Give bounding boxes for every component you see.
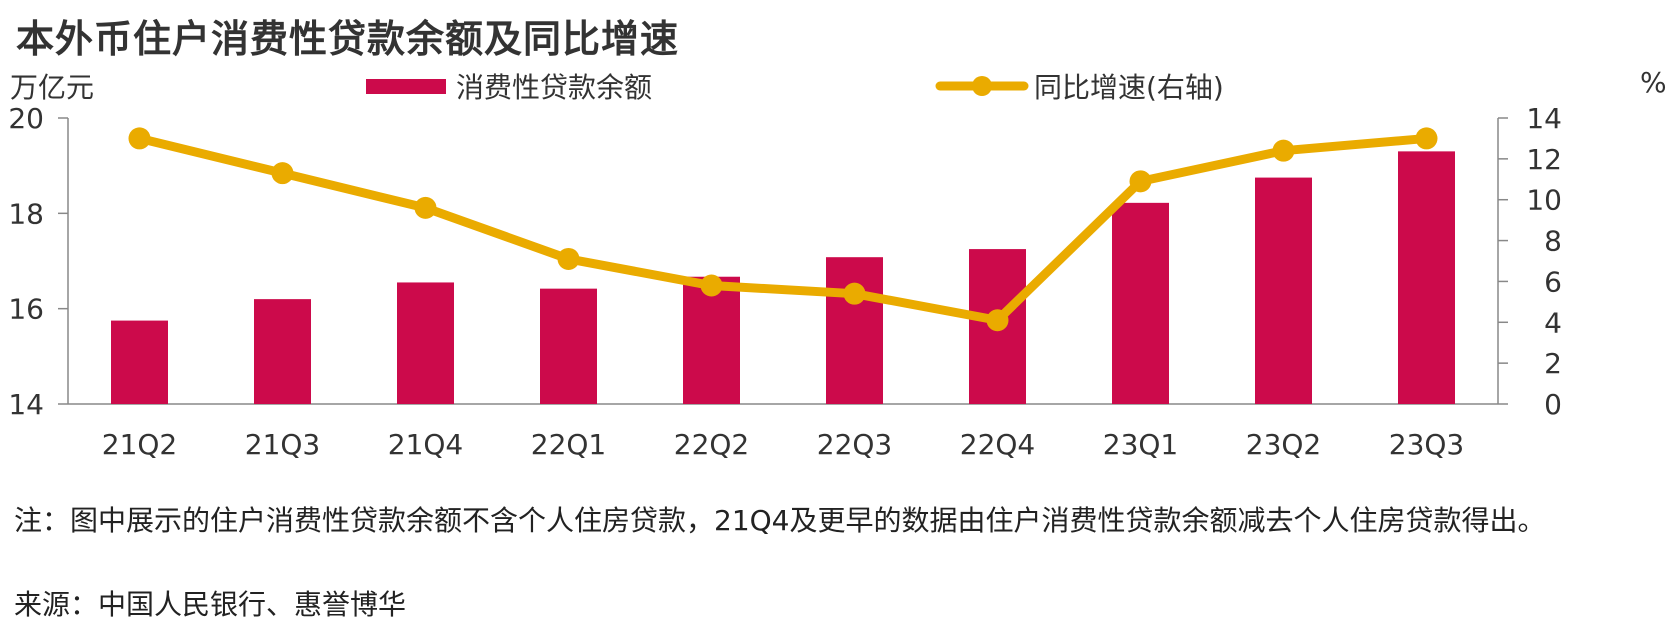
left-tick-label: 20 (8, 102, 44, 135)
growth-point-22Q3 (843, 282, 866, 305)
x-tick-label: 22Q4 (960, 428, 1035, 461)
growth-point-21Q2 (128, 127, 151, 150)
bar-23Q1 (1112, 202, 1169, 404)
x-tick-label: 22Q3 (817, 428, 892, 461)
growth-point-23Q3 (1415, 127, 1438, 150)
combo-chart: 消费性贷款余额 同比增速(右轴) 14 16 18 20 0 2 4 6 8 10 12 14 21Q2… (8, 71, 1562, 461)
line-series (128, 127, 1438, 332)
x-tick-label: 21Q3 (245, 428, 320, 461)
growth-point-23Q2 (1272, 139, 1295, 162)
bar-series (111, 151, 1455, 404)
legend-line-marker (972, 76, 992, 96)
chart-title: 本外币住户消费性贷款余额及同比增速 (16, 17, 680, 61)
growth-point-22Q2 (700, 274, 723, 297)
right-axis-unit: % (1640, 66, 1667, 99)
growth-line (135, 133, 1431, 325)
left-tick-label: 16 (8, 293, 44, 326)
x-tick-label: 22Q2 (674, 428, 749, 461)
x-tick-label: 21Q4 (388, 428, 463, 461)
legend-bar-label: 消费性贷款余额 (456, 71, 652, 104)
right-tick-label: 4 (1544, 306, 1562, 339)
bar-22Q3 (826, 257, 883, 404)
growth-point-22Q1 (557, 247, 580, 270)
bar-22Q2 (683, 276, 740, 404)
right-tick-label: 8 (1544, 225, 1562, 258)
bar-23Q2 (1255, 177, 1312, 404)
bar-21Q2 (111, 320, 168, 404)
bar-21Q3 (254, 299, 311, 404)
right-tick-label: 14 (1526, 102, 1562, 135)
growth-point-23Q1 (1129, 170, 1152, 193)
right-tick-label: 12 (1526, 143, 1562, 176)
source-note: 来源：中国人民银行、惠誉博华 (14, 588, 407, 621)
growth-point-21Q3 (271, 162, 294, 185)
x-tick-label: 23Q3 (1389, 428, 1464, 461)
growth-point-22Q4 (986, 309, 1009, 332)
x-tick-labels: 21Q2 21Q3 21Q4 22Q1 22Q2 22Q3 22Q4 23Q1 23Q2 23Q3 (102, 428, 1464, 461)
growth-point-21Q4 (414, 196, 437, 219)
left-tick-label: 14 (8, 388, 44, 421)
footnote: 注：图中展示的住户消费性贷款余额不含个人住房贷款，21Q4及更早的数据由住户消费… (14, 504, 1546, 537)
x-tick-label: 21Q2 (102, 428, 177, 461)
x-tick-label: 22Q1 (531, 428, 606, 461)
bar-23Q3 (1398, 151, 1455, 404)
bar-21Q4 (397, 282, 454, 404)
right-tick-label: 6 (1544, 265, 1562, 298)
legend-line-label: 同比增速(右轴) (1034, 71, 1224, 104)
legend: 消费性贷款余额 同比增速(右轴) (366, 71, 1224, 104)
left-tick-label: 18 (8, 197, 44, 230)
right-tick-label: 2 (1544, 347, 1562, 380)
legend-bar-swatch (366, 79, 446, 94)
right-tick-label: 10 (1526, 184, 1562, 217)
left-axis-unit: 万亿元 (10, 71, 95, 104)
right-tick-label: 0 (1544, 388, 1562, 421)
x-tick-label: 23Q2 (1246, 428, 1321, 461)
x-tick-label: 23Q1 (1103, 428, 1178, 461)
bar-22Q1 (540, 288, 597, 404)
